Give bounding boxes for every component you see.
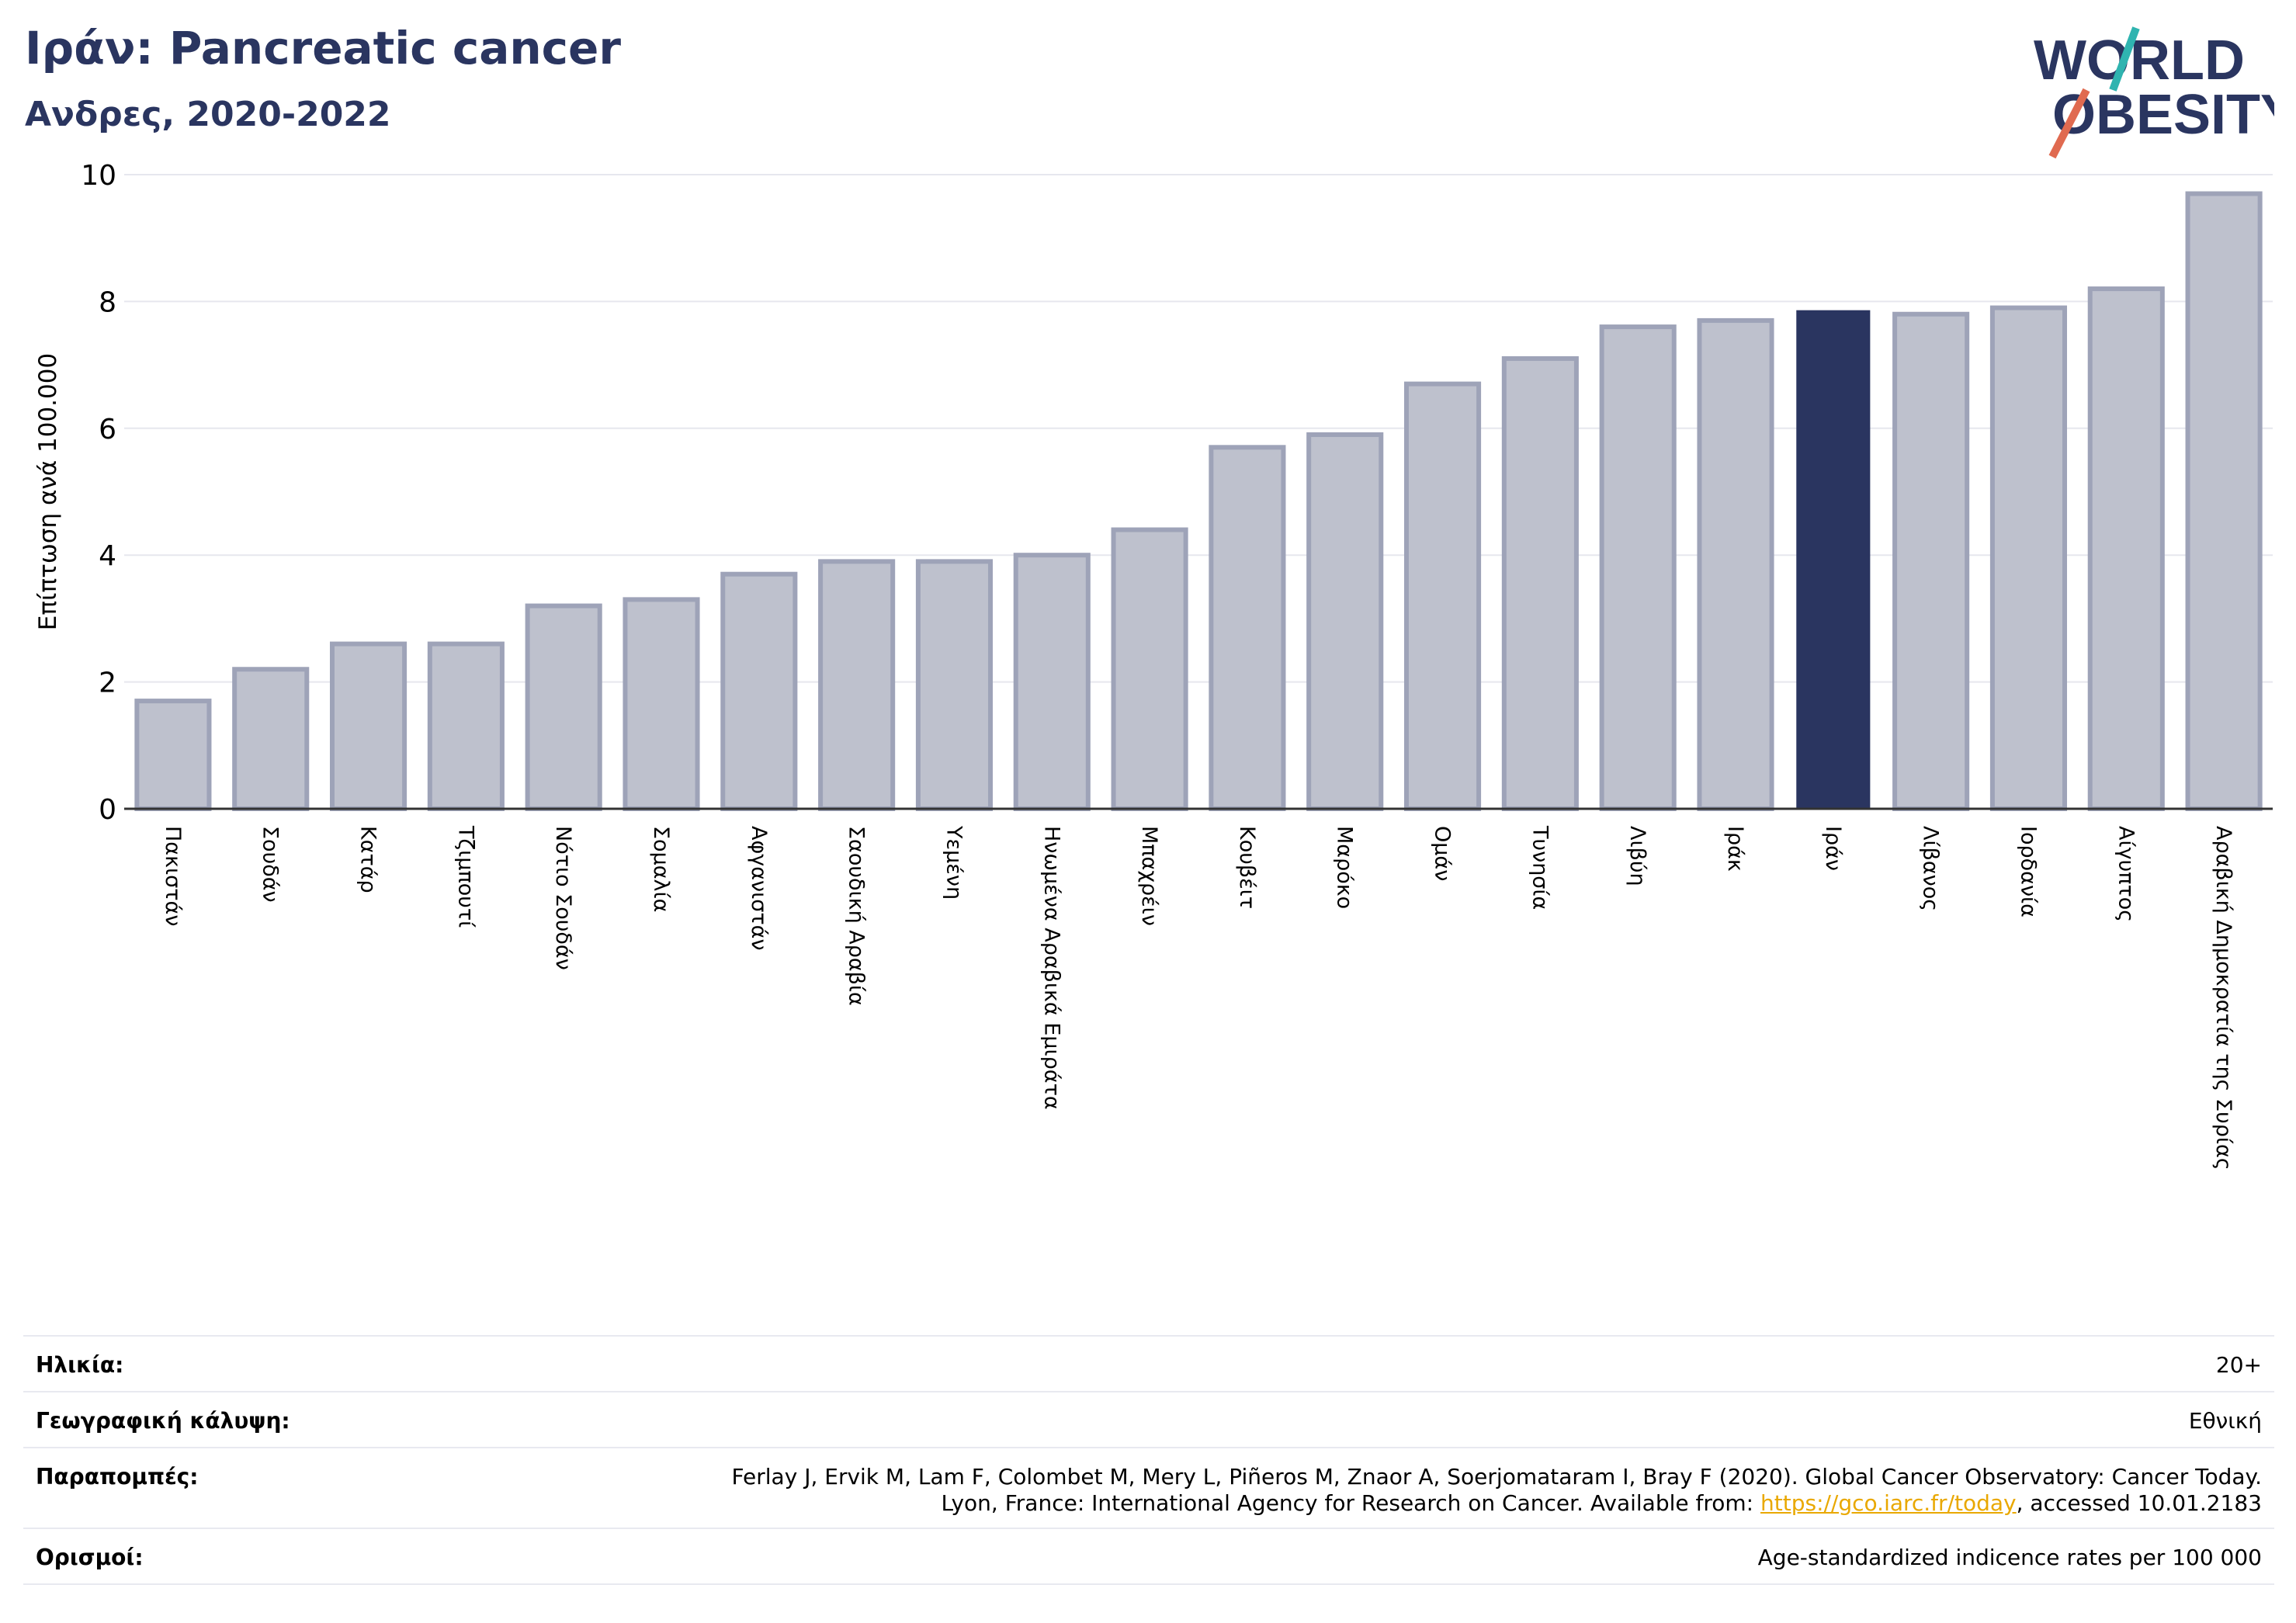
bar-22 (2185, 191, 2263, 811)
logo-slash-teal (2109, 26, 2140, 92)
x-tick-label: Κουβέιτ (1235, 826, 1259, 909)
bar-1 (134, 699, 212, 811)
footer-row-coverage: Γεωγραφική κάλυψη: Εθνική (23, 1391, 2274, 1447)
bar-chart: 0 2 4 6 8 10 Επίπτωση ανά 100.000 Πακιστάν Σουδά… (34, 160, 2273, 1170)
bar-3 (329, 641, 408, 812)
x-tick-label: Πακιστάν (161, 826, 185, 926)
footer-row-references: Παραπομπές: Ferlay J, Ervik M, Lam F, Co… (23, 1447, 2274, 1528)
bar-9 (915, 559, 994, 811)
x-tick-label: Ιράκ (1723, 826, 1747, 872)
references-line-2-end: , accessed 10.01.2183 (2016, 1490, 2262, 1516)
bar-14 (1403, 381, 1482, 811)
age-value: 20+ (2215, 1352, 2262, 1378)
x-tick-label: Αραβική Δημοκρατία της Συρίας (2211, 826, 2235, 1170)
x-tick-label: Μαρόκο (1333, 826, 1357, 909)
references-line-1: Ferlay J, Ervik M, Lam F, Colombet M, Me… (731, 1464, 2262, 1489)
footer-table: Ηλικία: 20+ Γεωγραφική κάλυψη: Εθνική Πα… (23, 1335, 2274, 1585)
y-axis-label: Επίπτωση ανά 100.000 (34, 353, 62, 630)
x-tick-label: Ηνωμένα Αραβικά Εμιράτα (1039, 826, 1063, 1110)
logo-word-obesity: OBESITY (2052, 84, 2274, 146)
x-tick-label: Τζιμπουτί (453, 825, 477, 928)
bar-17 (1697, 317, 1774, 812)
footer-row-age: Ηλικία: 20+ (23, 1335, 2274, 1391)
bar-12 (1209, 445, 1286, 811)
references-label: Παραπομπές: (36, 1464, 199, 1489)
age-label: Ηλικία: (36, 1352, 124, 1378)
x-tick-label: Ομάν (1431, 826, 1455, 881)
x-tick-label: Αίγυπτος (2114, 826, 2138, 922)
logo-word-world: WORLD (2034, 29, 2245, 92)
x-tick-label: Υεμένη (942, 825, 966, 900)
bar-2 (232, 667, 310, 812)
page-title: Ιράν: Pancreatic cancer (25, 22, 621, 75)
x-tick-label: Μπαχρέιν (1137, 826, 1161, 926)
x-tick-label: Σουδάν (258, 826, 283, 903)
bar-13 (1306, 432, 1384, 811)
y-tick-label: 4 (99, 540, 116, 572)
logo-slash-red (2048, 88, 2090, 159)
bar-6 (623, 597, 700, 811)
bar-10 (1013, 553, 1091, 811)
references-line-2-text: Lyon, France: International Agency for R… (941, 1490, 1760, 1516)
coverage-label: Γεωγραφική κάλυψη: (36, 1408, 290, 1434)
bar-18 (1796, 310, 1871, 810)
references-link[interactable]: https://gco.iarc.fr/today (1760, 1490, 2017, 1516)
definitions-value: Age-standardized indicence rates per 100… (1757, 1545, 2262, 1570)
y-tick-label: 8 (99, 286, 116, 318)
bar-5 (525, 603, 602, 811)
x-tick-label: Κατάρ (356, 826, 380, 893)
x-tick-label: Τυνησία (1528, 825, 1552, 910)
bar-15 (1501, 355, 1579, 811)
x-tick-label: Λιβύη (1625, 826, 1649, 886)
definitions-label: Ορισμοί: (36, 1545, 144, 1570)
page-subtitle: Ανδρες, 2020-2022 (25, 95, 391, 134)
bar-11 (1111, 527, 1188, 812)
bar-16 (1599, 324, 1677, 811)
y-tick-label: 6 (99, 414, 116, 446)
y-tick-label: 10 (81, 160, 116, 192)
y-tick-label: 2 (99, 668, 116, 699)
y-tick-label: 0 (99, 794, 116, 826)
coverage-value: Εθνική (2188, 1408, 2262, 1434)
footer-row-definitions: Ορισμοί: Age-standardized indicence rate… (23, 1528, 2274, 1585)
bar-20 (1989, 305, 2068, 811)
bar-4 (427, 641, 505, 812)
bar-19 (1892, 311, 1970, 811)
x-tick-label: Νότιο Σουδάν (551, 826, 575, 970)
world-obesity-logo: WORLD OBESITY (2034, 26, 2274, 159)
references-line-2: Lyon, France: International Agency for R… (941, 1490, 2262, 1516)
x-tick-label: Ιράν (1821, 826, 1845, 871)
x-tick-label: Λίβανος (1919, 826, 1943, 911)
bar-7 (720, 571, 798, 812)
x-tick-label: Αφγανιστάν (747, 826, 771, 951)
bar-8 (818, 559, 896, 811)
x-tick-label: Σαουδική Αραβία (845, 826, 869, 1006)
x-tick-label: Ιορδανία (2016, 826, 2040, 917)
x-tick-label: Σομαλία (649, 826, 673, 912)
bar-21 (2087, 286, 2165, 811)
